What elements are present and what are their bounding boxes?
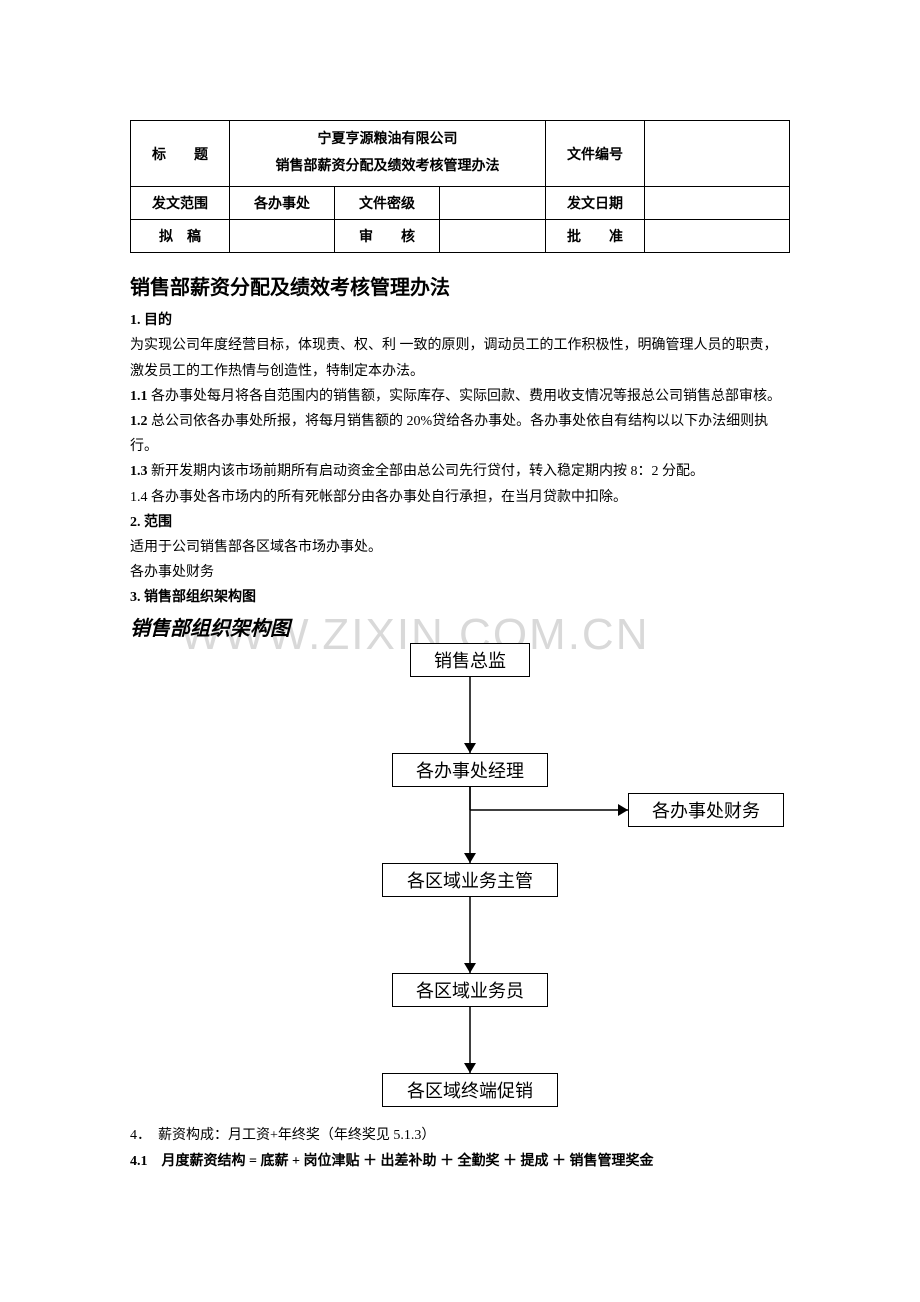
sec2-heading: 2. 范围 [130, 510, 790, 535]
org-node-n1: 销售总监 [410, 643, 530, 677]
sec2-p1: 适用于公司销售部各区域各市场办事处。 [130, 535, 790, 560]
sec4-p1: 4． 薪资构成：月工资+年终奖（年终奖见 5.1.3） [130, 1123, 790, 1148]
hdr-r1-c3: 文件编号 [546, 121, 645, 187]
header-table: 标 题 宁夏亨源粮油有限公司 销售部薪资分配及绩效考核管理办法 文件编号 发文范… [130, 120, 790, 253]
body-text: 1. 目的 为实现公司年度经营目标，体现责、权、利 一致的原则，调动员工的工作积… [130, 308, 790, 610]
sec1-3: 1.3 新开发期内该市场前期所有启动资金全部由总公司先行贷付，转入稳定期内按 8… [130, 459, 790, 484]
sec3-heading: 3. 销售部组织架构图 [130, 585, 790, 610]
org-node-n2: 各办事处经理 [392, 753, 548, 787]
sec4-1: 4.1 月度薪资结构 = 底薪 + 岗位津贴 ＋ 出差补助 ＋ 全勤奖 ＋ 提成… [130, 1149, 790, 1174]
org-chart: 销售总监各办事处经理各办事处财务各区域业务主管各区域业务员各区域终端促销 [130, 643, 790, 1113]
sec1-heading: 1. 目的 [130, 308, 790, 333]
hdr-r2-c5: 发文日期 [546, 187, 645, 220]
org-node-n5: 各区域业务员 [392, 973, 548, 1007]
sec2-p2: 各办事处财务 [130, 560, 790, 585]
hdr-r2-c2: 各办事处 [230, 187, 335, 220]
sec1-p1: 为实现公司年度经营目标，体现责、权、利 一致的原则，调动员工的工作积极性，明确管… [130, 333, 790, 383]
hdr-r1-c2-l1: 宁夏亨源粮油有限公司 [318, 132, 458, 147]
hdr-r1-c1: 标 题 [131, 121, 230, 187]
hdr-r3-c5: 批 准 [546, 220, 645, 253]
hdr-r3-c3: 审 核 [335, 220, 440, 253]
hdr-r1-c2: 宁夏亨源粮油有限公司 销售部薪资分配及绩效考核管理办法 [230, 121, 546, 187]
hdr-r3-c4 [440, 220, 546, 253]
hdr-r2-c3: 文件密级 [335, 187, 440, 220]
hdr-r3-c6 [645, 220, 790, 253]
hdr-r1-c4 [645, 121, 790, 187]
page-title: 销售部薪资分配及绩效考核管理办法 [130, 271, 790, 300]
hdr-r3-c2 [230, 220, 335, 253]
org-node-n4: 各区域业务主管 [382, 863, 558, 897]
sec1-2: 1.2 总公司依各办事处所报，将每月销售额的 20%贷给各办事处。各办事处依自有… [130, 409, 790, 459]
body-text-2: 4． 薪资构成：月工资+年终奖（年终奖见 5.1.3） 4.1 月度薪资结构 =… [130, 1123, 790, 1173]
org-node-n6: 各区域终端促销 [382, 1073, 558, 1107]
sec1-1: 1.1 各办事处每月将各自范围内的销售额，实际库存、实际回款、费用收支情况等报总… [130, 384, 790, 409]
hdr-r2-c4 [440, 187, 546, 220]
hdr-r1-c2-l2: 销售部薪资分配及绩效考核管理办法 [276, 159, 500, 174]
hdr-r2-c1: 发文范围 [131, 187, 230, 220]
hdr-r2-c6 [645, 187, 790, 220]
org-chart-title: 销售部组织架构图 [130, 612, 790, 641]
hdr-r3-c1: 拟 稿 [131, 220, 230, 253]
org-node-n3: 各办事处财务 [628, 793, 784, 827]
sec1-4: 1.4 各办事处各市场内的所有死帐部分由各办事处自行承担，在当月贷款中扣除。 [130, 485, 790, 510]
